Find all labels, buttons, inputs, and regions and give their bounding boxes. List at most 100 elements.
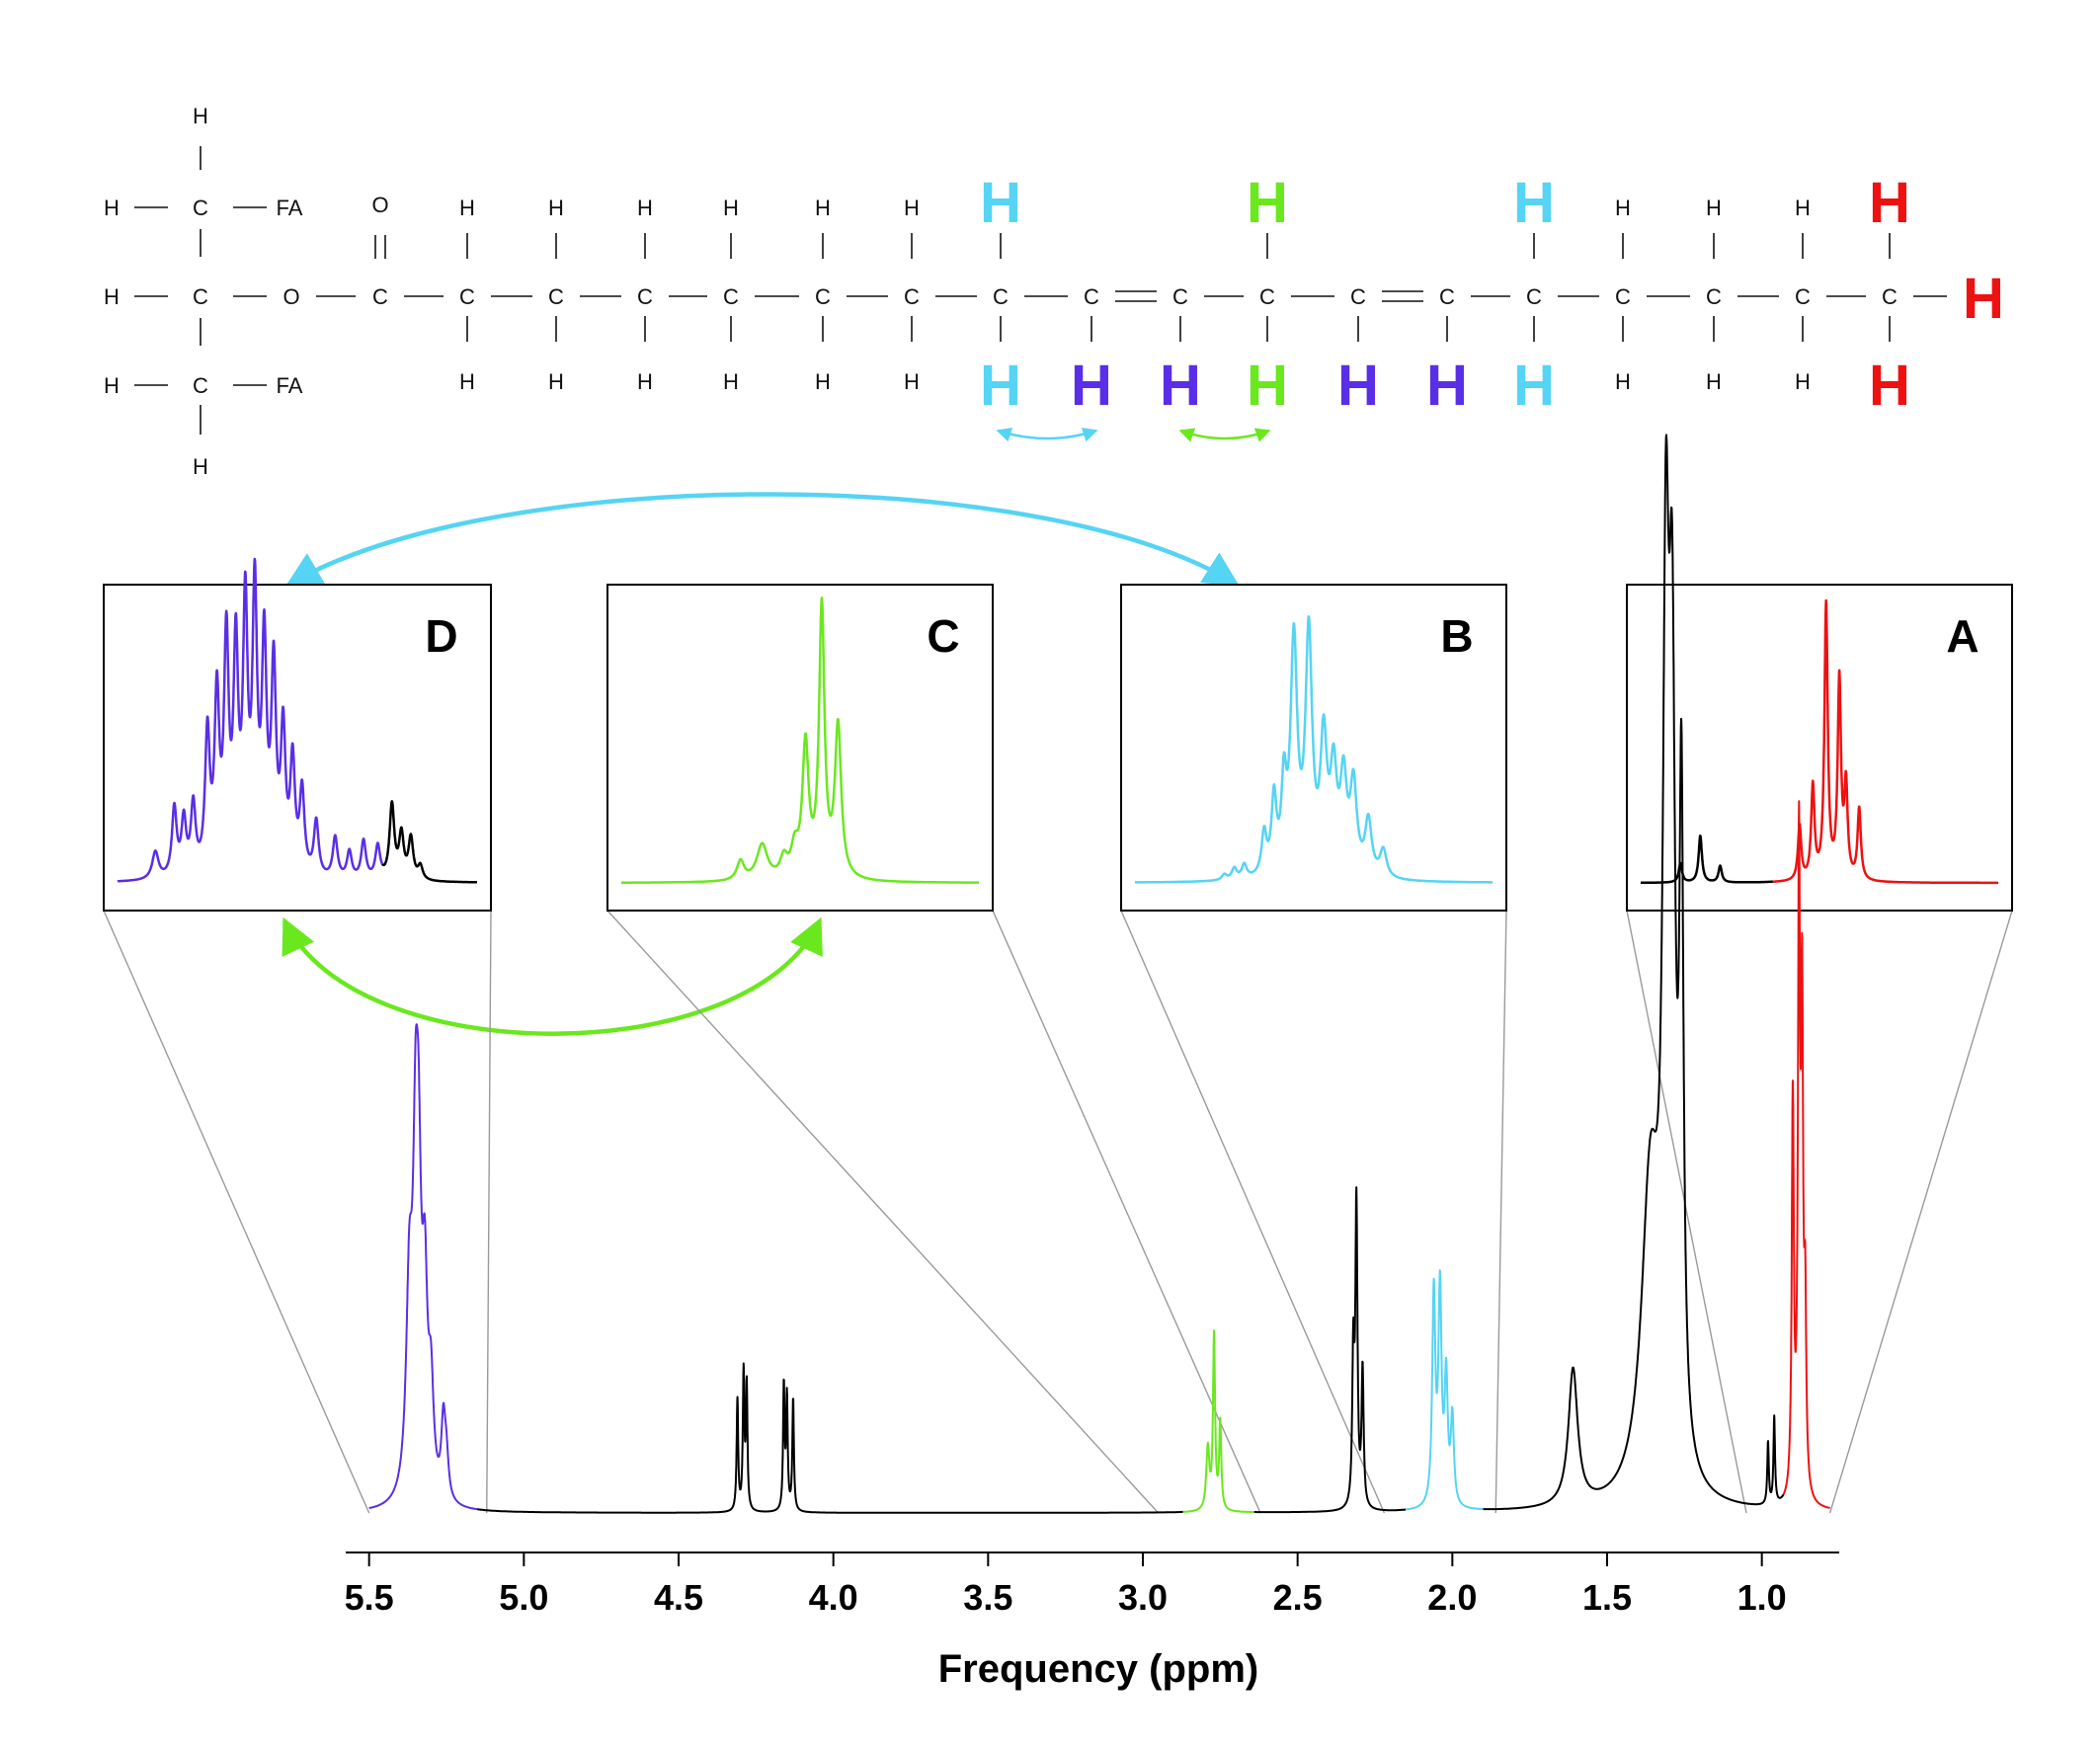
- inset-B: B: [1120, 584, 1507, 912]
- chain-h-bottom: H: [1706, 369, 1722, 394]
- chain-h-top: H: [1615, 196, 1631, 220]
- glycerol-h: H: [104, 196, 120, 220]
- x-tick-label: 2.5: [1273, 1577, 1323, 1618]
- chain-h-bottom: H: [1337, 354, 1379, 418]
- chain-carbon: C: [548, 284, 564, 309]
- inset-trace: [117, 557, 384, 883]
- triglyceride-structure: HHH C FAH C OH C FACOCHHCHHCHHCHHCHHCHHCHHCHCH…: [104, 104, 2004, 479]
- inset-label: D: [425, 610, 457, 662]
- x-tick-label: 1.5: [1582, 1577, 1632, 1618]
- x-tick-label: 4.0: [809, 1577, 858, 1618]
- spectrum-trace: [1482, 434, 1785, 1511]
- chain-carbon: C: [1084, 284, 1099, 309]
- chain-h-bottom: H: [815, 369, 831, 394]
- chain-carbon: C: [1439, 284, 1455, 309]
- chain-h-bottom: H: [904, 369, 920, 394]
- chain-h-top: H: [1795, 196, 1811, 220]
- inset-C: C: [606, 584, 994, 912]
- spectrum-trace: [1782, 800, 1831, 1509]
- chain-h-top: H: [637, 196, 653, 220]
- inset-trace: [620, 597, 980, 884]
- x-tick-label: 1.0: [1737, 1577, 1787, 1618]
- chain-carbon: C: [1706, 284, 1722, 309]
- x-tick-label: 5.5: [345, 1577, 394, 1618]
- spectrum-trace: [476, 1362, 1184, 1514]
- chain-h-bottom: H: [980, 354, 1021, 418]
- x-tick-label: 3.5: [963, 1577, 1012, 1618]
- chain-h-bottom: H: [1513, 354, 1555, 418]
- glycerol-top-h: H: [193, 104, 208, 128]
- chain-h-bottom: H: [1795, 369, 1811, 394]
- zoom-line-right: [486, 910, 492, 1514]
- chain-carbon: C: [637, 284, 653, 309]
- chain-carbon: C: [723, 284, 739, 309]
- coupling-arrow-small-cyan: [996, 427, 1098, 442]
- chain-carbon: C: [1615, 284, 1631, 309]
- inset-label: C: [927, 610, 959, 662]
- inset-label: B: [1440, 610, 1473, 662]
- chain-h-bottom: H: [1615, 369, 1631, 394]
- inset-frame: [103, 584, 492, 912]
- chain-carbon: C: [1795, 284, 1811, 309]
- x-axis: 5.5 5.0 4.5 4.0 3.5 3.0 2.5 2.0 1.5 1.0: [345, 1551, 1839, 1618]
- chain-carbon: C: [1350, 284, 1366, 309]
- inset-trace: [1134, 615, 1494, 884]
- chain-h-top: H: [1869, 171, 1910, 235]
- inset-frame: [1626, 584, 2013, 912]
- x-axis-title: Frequency (ppm): [938, 1647, 1258, 1691]
- x-tick-label: 4.5: [654, 1577, 703, 1618]
- chain-h-bottom: H: [1071, 354, 1112, 418]
- zoom-line-left: [1120, 910, 1386, 1514]
- chain-carbon: C: [815, 284, 831, 309]
- glycerol-h: H: [104, 373, 120, 398]
- inset-trace: [1771, 598, 1999, 885]
- chain-h-bottom: H: [1160, 354, 1201, 418]
- spectrum-trace: [1252, 1186, 1407, 1514]
- zoom-line-right: [1828, 910, 2013, 1514]
- chain-h-top: H: [723, 196, 739, 220]
- main-spectrum: [367, 434, 1831, 1514]
- chain-carbon: C: [1172, 284, 1188, 309]
- spectrum-trace: [1405, 1269, 1485, 1511]
- terminal-h: H: [1963, 267, 2004, 331]
- chain-h-bottom: H: [1869, 354, 1910, 418]
- zoom-line-right: [1494, 910, 1507, 1514]
- chain-carbon: C: [1259, 284, 1275, 309]
- carbonyl-oxygen: O: [371, 193, 388, 217]
- inset-A: A: [1626, 584, 2013, 912]
- chain-h-top: H: [1513, 171, 1555, 235]
- inset-trace: [380, 800, 478, 884]
- zoom-line-left: [606, 910, 1160, 1514]
- chain-h-bottom: H: [459, 369, 475, 394]
- chain-h-bottom: H: [1247, 354, 1288, 418]
- coupling-arrow-green: [282, 916, 823, 1036]
- x-tick-label: 3.0: [1118, 1577, 1168, 1618]
- glycerol-h: H: [104, 284, 120, 309]
- chain-h-top: H: [548, 196, 564, 220]
- x-tick-label: 2.0: [1427, 1577, 1477, 1618]
- chain-h-top: H: [904, 196, 920, 220]
- chain-carbon: C: [459, 284, 475, 309]
- ester-oxygen: O: [283, 284, 299, 309]
- chain-h-top: H: [980, 171, 1021, 235]
- glycerol-bottom-h: H: [193, 454, 208, 479]
- glycerol-c: C: [193, 373, 208, 398]
- chain-carbon: C: [904, 284, 920, 309]
- chain-carbon: C: [993, 284, 1009, 309]
- chain-h-bottom: H: [548, 369, 564, 394]
- x-tick-label: 5.0: [499, 1577, 548, 1618]
- chain-h-bottom: H: [637, 369, 653, 394]
- chain-h-top: H: [1706, 196, 1722, 220]
- inset-D: D: [103, 557, 492, 912]
- chain-h-bottom: H: [723, 369, 739, 394]
- zoom-connector-lines: [103, 910, 2013, 1514]
- glycerol-c: C: [193, 196, 208, 220]
- chain-h-bottom: H: [1426, 354, 1468, 418]
- inset-label: A: [1946, 610, 1979, 662]
- carbonyl-carbon: C: [372, 284, 388, 309]
- coupling-arrows: [282, 427, 1271, 1036]
- inset-frame: [606, 584, 994, 912]
